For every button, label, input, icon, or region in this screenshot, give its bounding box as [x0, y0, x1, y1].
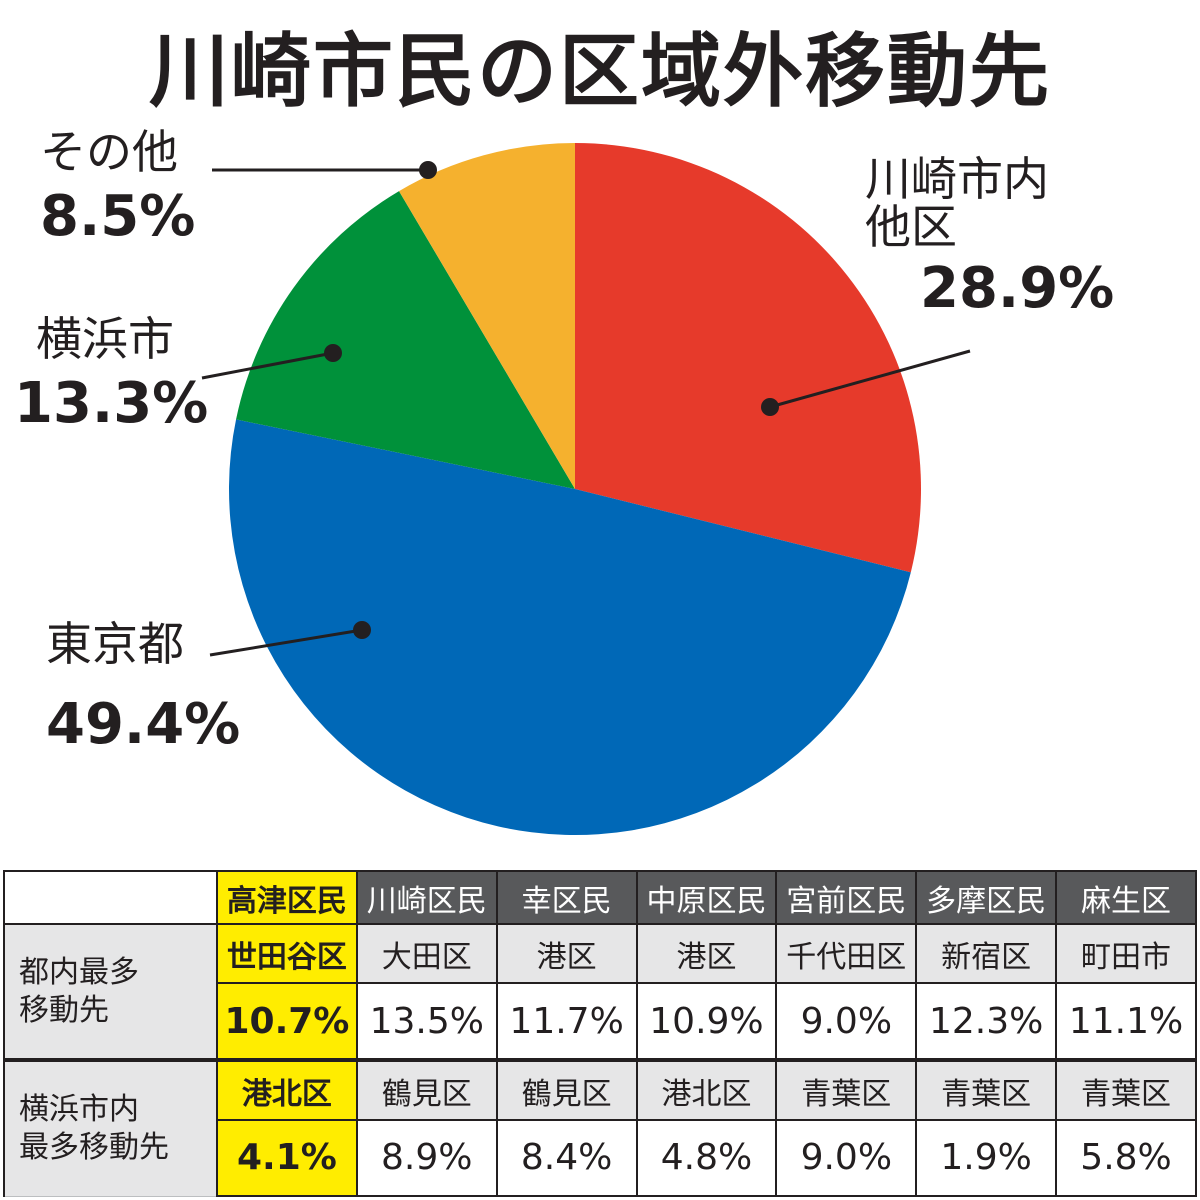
row-label-line: 都内最多: [19, 955, 139, 991]
chart-title: 川崎市民の区域外移動先: [149, 25, 1051, 118]
label-kawasaki: 川崎市内 他区 28.9%: [865, 155, 1114, 318]
percent-cell: 4.1%: [216, 1118, 358, 1198]
destination-cell: 港区: [495, 923, 638, 984]
percent-cell: 11.7%: [495, 982, 638, 1062]
leader-dot: [419, 161, 437, 179]
destination-cell: 港区: [635, 923, 778, 984]
destination-cell: 鶴見区: [355, 1058, 498, 1121]
slice-tokyo: [229, 419, 911, 835]
column-header: 麻生区: [1055, 869, 1197, 926]
slice-label-kawasaki-line2: 他区: [865, 200, 957, 255]
slice-value-kawasaki: 28.9%: [920, 255, 1115, 321]
percent-cell: 10.7%: [216, 982, 358, 1062]
leader-line: [209, 628, 363, 657]
column-header: 高津区民: [216, 869, 358, 926]
slice-kawasaki-other-wards: [575, 143, 921, 573]
slice-label-yokohama: 横浜市: [36, 312, 174, 366]
column-header: 宮前区民: [775, 869, 918, 926]
leader-line: [769, 349, 971, 409]
destination-cell: 大田区: [355, 923, 498, 984]
percent-cell: 8.9%: [355, 1118, 498, 1198]
label-tokyo: 東京都 49.4%: [46, 620, 240, 755]
slice-value-yokohama: 13.3%: [14, 371, 209, 437]
leader-dot: [324, 344, 342, 362]
destination-table: 高津区民 川崎区民 幸区民 中原区民 宮前区民 多摩区民 麻生区 都内最多 移動…: [3, 869, 1197, 1198]
slice-label-other: その他: [40, 125, 178, 179]
row-label-line: 横浜市内: [19, 1092, 139, 1128]
row-label-line: 移動先: [19, 992, 109, 1028]
percent-cell: 9.0%: [775, 1118, 918, 1198]
table-row: 都内最多 移動先 世田谷区 大田区 港区 港区 千代田区 新宿区 町田市: [3, 923, 1197, 1061]
column-header: 多摩区民: [915, 869, 1058, 926]
table-header-row: 高津区民 川崎区民 幸区民 中原区民 宮前区民 多摩区民 麻生区: [3, 869, 1197, 926]
table-row: 横浜市内 最多移動先 港北区 鶴見区 鶴見区 港北区 青葉区 青葉区 青葉区: [3, 1058, 1197, 1197]
percent-cell: 4.8%: [635, 1118, 778, 1198]
slice-value-other: 8.5%: [40, 184, 196, 250]
percent-cell: 1.9%: [915, 1118, 1058, 1198]
percent-cell: 11.1%: [1055, 982, 1197, 1062]
destination-cell: 千代田区: [775, 923, 918, 984]
percent-cell: 13.5%: [355, 982, 498, 1062]
slice-other: [399, 143, 575, 489]
destination-cell: 新宿区: [915, 923, 1058, 984]
row-label-line: 最多移動先: [19, 1129, 169, 1165]
column-header: 幸区民: [495, 869, 638, 926]
leader-dot: [353, 621, 371, 639]
destination-cell: 青葉区: [775, 1058, 918, 1121]
destination-cell: 町田市: [1055, 923, 1197, 984]
row-label-tokyo: 都内最多 移動先: [3, 923, 218, 1061]
label-other: その他 8.5%: [40, 128, 195, 247]
destination-cell: 青葉区: [915, 1058, 1058, 1121]
destination-cell: 世田谷区: [216, 923, 358, 984]
percent-cell: 10.9%: [635, 982, 778, 1062]
table-row: 10.7% 13.5% 11.7% 10.9% 9.0% 12.3% 11.1%: [4, 982, 1197, 1062]
destination-cell: 港北区: [635, 1058, 778, 1121]
percent-cell: 9.0%: [775, 982, 918, 1062]
slice-value-tokyo: 49.4%: [46, 692, 241, 758]
slice-label-kawasaki-line1: 川崎市内: [865, 152, 1049, 206]
destination-cell: 鶴見区: [495, 1058, 638, 1121]
percent-cell: 8.4%: [495, 1118, 638, 1198]
destination-cell: 港北区: [216, 1058, 358, 1121]
slice-label-tokyo: 東京都: [46, 617, 184, 671]
table-corner: [3, 869, 218, 926]
percent-cell: 12.3%: [915, 982, 1058, 1062]
percent-cell: 5.8%: [1055, 1118, 1197, 1198]
pie-chart: [201, 143, 971, 835]
column-header: 中原区民: [635, 869, 778, 926]
label-yokohama: 横浜市 13.3%: [14, 312, 208, 434]
column-header: 川崎区民: [355, 869, 498, 926]
row-label-yokohama: 横浜市内 最多移動先: [3, 1058, 218, 1197]
slice-yokohama: [236, 191, 576, 489]
leader-dot: [761, 398, 779, 416]
leader-line: [201, 351, 334, 380]
table-row: 4.1% 8.9% 8.4% 4.8% 9.0% 1.9% 5.8%: [4, 1118, 1197, 1198]
destination-cell: 青葉区: [1055, 1058, 1197, 1121]
